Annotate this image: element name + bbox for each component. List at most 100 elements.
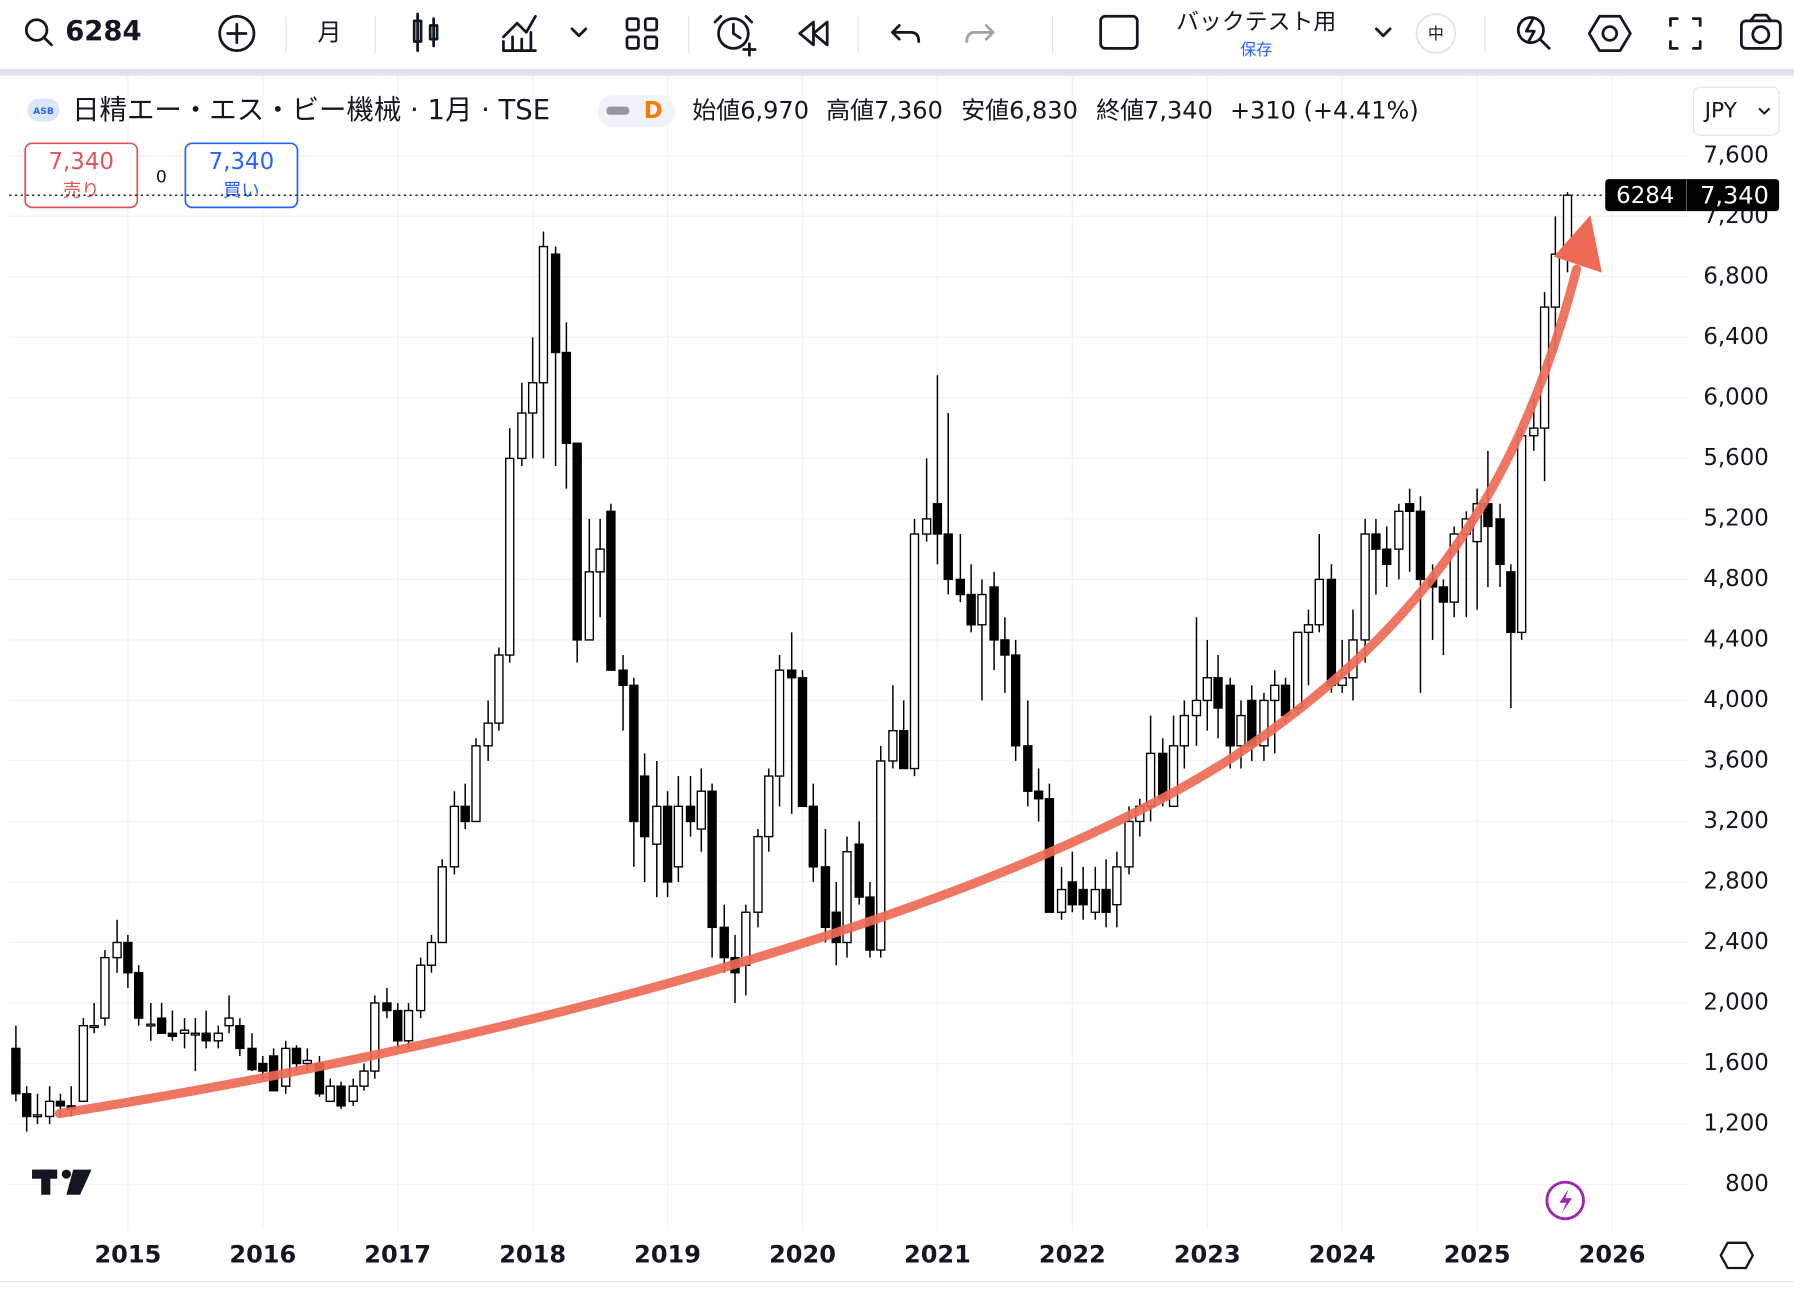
candle-body (932, 503, 943, 535)
x-tick-label: 2016 (229, 1240, 296, 1268)
candle-body (258, 1062, 268, 1072)
y-tick-label: 7,600 (1703, 142, 1769, 168)
candle-body (55, 1100, 66, 1107)
sell-price[interactable]: 7,340 (48, 149, 114, 175)
candle-body (820, 866, 831, 929)
candle-body (696, 790, 706, 830)
candle-body (123, 941, 133, 974)
candle-body (673, 805, 684, 868)
candle-body (550, 253, 561, 354)
x-tick-label: 2020 (769, 1240, 836, 1268)
y-tick-label: 2,400 (1703, 929, 1769, 955)
candle-body (426, 941, 437, 966)
candle-body (774, 669, 785, 777)
legend-high: 高値7,360 (826, 96, 943, 124)
undo[interactable] (891, 24, 921, 43)
toolbar (0, 0, 1794, 69)
symbol[interactable]: 6284 (65, 16, 141, 47)
layouts[interactable] (625, 17, 659, 50)
sell-button[interactable] (24, 142, 139, 209)
candle-body (662, 805, 673, 883)
candle-body (629, 684, 639, 823)
alert[interactable] (713, 14, 757, 57)
candle-body (595, 548, 605, 573)
candle-body (460, 805, 470, 823)
buy-label[interactable]: 買い (223, 180, 260, 201)
candle-body (584, 571, 595, 641)
flash-button[interactable] (1545, 1180, 1585, 1221)
candle-body (1371, 533, 1381, 550)
currency-button[interactable] (1692, 86, 1780, 136)
add-symbol[interactable] (218, 14, 256, 52)
last-price-badge (1605, 179, 1780, 212)
candle-body (1529, 427, 1539, 437)
layout-box[interactable] (1099, 14, 1139, 50)
y-tick-label: 5,600 (1703, 445, 1769, 471)
settings[interactable] (1587, 14, 1632, 52)
x-tick-label: 2019 (634, 1240, 701, 1268)
candle-body (1101, 888, 1111, 913)
currency-caret (1758, 107, 1770, 115)
y-tick-label: 4,800 (1703, 566, 1769, 592)
quick-search[interactable] (1516, 16, 1551, 50)
y-tick-label: 6,800 (1703, 263, 1769, 289)
buy-price[interactable]: 7,340 (209, 149, 274, 175)
layout-menu[interactable] (1375, 27, 1392, 38)
candle-body (921, 518, 932, 535)
candle-body (977, 593, 987, 626)
legend-close: 終値7,340 (1096, 96, 1213, 124)
candle-body (966, 593, 976, 626)
candle-body (1213, 677, 1223, 709)
candle-body (1438, 586, 1449, 603)
axis-settings[interactable] (1719, 1241, 1754, 1270)
candle-body (1449, 533, 1459, 603)
brand-logo (32, 1169, 92, 1195)
candle-body (685, 805, 696, 823)
y-tick-label: 4,000 (1703, 687, 1769, 713)
sell-label[interactable]: 売り (63, 180, 100, 201)
candle-body (133, 972, 144, 1019)
flash-icon (1559, 1189, 1573, 1214)
indicators[interactable] (502, 14, 588, 52)
candle-body (336, 1085, 346, 1107)
save-label[interactable]: 保存 (1240, 40, 1272, 59)
lang-label[interactable]: 中 (1428, 24, 1444, 43)
candle-body (1415, 510, 1426, 581)
candle-body (1202, 677, 1212, 702)
delay-badge: D (644, 98, 663, 124)
x-tick-label: 2025 (1444, 1240, 1511, 1268)
candle-body (808, 805, 818, 868)
logo: ASB (33, 107, 54, 117)
replay[interactable] (798, 20, 829, 47)
fullscreen[interactable] (1669, 17, 1702, 50)
y-tick-label: 4,400 (1703, 626, 1769, 652)
legend-open: 始値6,970 (692, 96, 809, 124)
layout-name[interactable]: バックテスト用 (1176, 10, 1336, 36)
x-tick-label: 2021 (904, 1240, 971, 1268)
candle-body (707, 790, 717, 929)
candle-body (1236, 714, 1246, 747)
buy-button[interactable] (184, 142, 299, 209)
candle-body (22, 1093, 32, 1118)
currency[interactable]: JPY (1703, 98, 1738, 123)
candle-body (403, 1009, 414, 1042)
candle-body (1191, 699, 1202, 717)
candle-body (1225, 684, 1235, 747)
candle-body (842, 851, 852, 944)
candle-body (44, 1100, 55, 1118)
candle-body (1067, 881, 1078, 906)
candle-body (1000, 639, 1010, 656)
candle-body (505, 457, 515, 656)
candle-body (112, 941, 122, 959)
lang-button[interactable] (1415, 13, 1457, 54)
candle-body (449, 805, 460, 868)
search-button[interactable] (24, 18, 53, 47)
candle-body (156, 1017, 167, 1034)
screenshot[interactable] (1739, 13, 1782, 50)
candle-body (1090, 888, 1100, 913)
candle-body (483, 722, 493, 747)
chart-type[interactable] (412, 12, 439, 52)
interval[interactable]: 月 (317, 18, 341, 46)
candle-body (639, 775, 650, 838)
redo[interactable] (965, 24, 995, 43)
